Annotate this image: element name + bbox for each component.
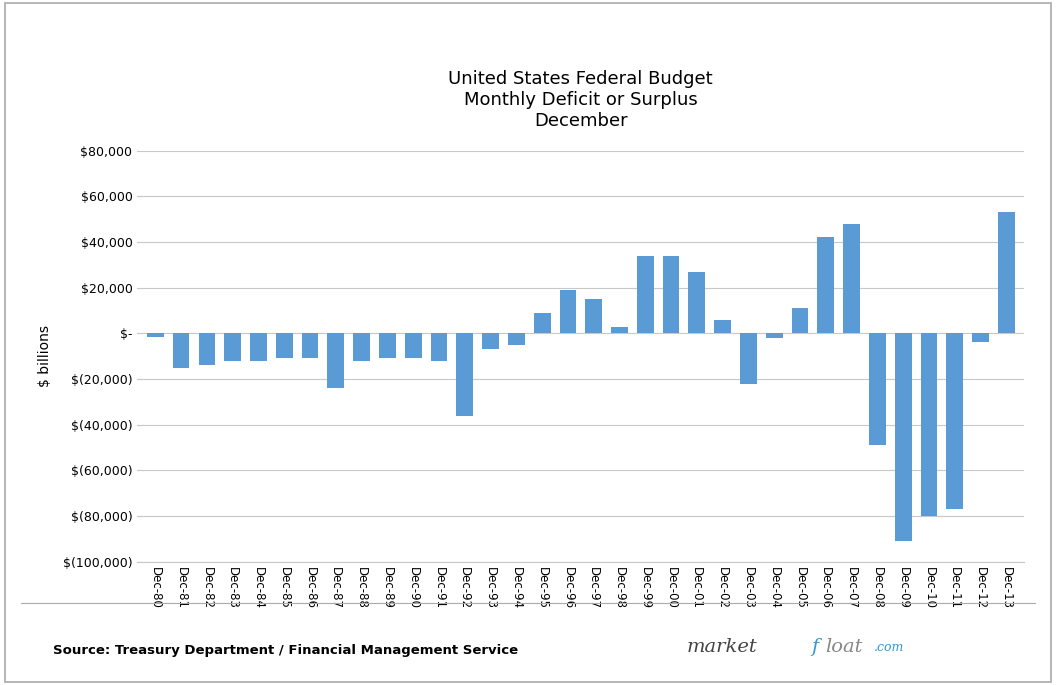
Bar bbox=[199, 334, 215, 365]
Bar bbox=[456, 334, 473, 416]
Bar bbox=[637, 256, 654, 334]
Bar bbox=[354, 334, 370, 361]
Text: loat: loat bbox=[825, 638, 863, 656]
Bar bbox=[585, 299, 602, 334]
Bar bbox=[689, 272, 705, 334]
Bar bbox=[508, 334, 525, 345]
Bar bbox=[714, 320, 731, 334]
Bar bbox=[611, 327, 628, 334]
Bar bbox=[173, 334, 189, 368]
Bar bbox=[533, 313, 550, 334]
Bar bbox=[792, 308, 808, 334]
Bar bbox=[404, 334, 421, 358]
Text: .com: .com bbox=[874, 641, 905, 653]
Bar bbox=[663, 256, 679, 334]
Bar bbox=[973, 334, 988, 342]
Bar bbox=[379, 334, 396, 358]
Y-axis label: $ billions: $ billions bbox=[38, 325, 52, 387]
Bar bbox=[946, 334, 963, 509]
Bar bbox=[894, 334, 911, 541]
Bar bbox=[869, 334, 886, 445]
Bar bbox=[766, 334, 782, 338]
Bar bbox=[250, 334, 267, 361]
Bar bbox=[431, 334, 448, 361]
Bar bbox=[998, 212, 1015, 334]
Bar bbox=[817, 238, 834, 334]
Text: Source: Treasury Department / Financial Management Service: Source: Treasury Department / Financial … bbox=[53, 645, 517, 657]
Text: market: market bbox=[686, 638, 757, 656]
Bar bbox=[147, 334, 164, 337]
Bar bbox=[327, 334, 344, 388]
Bar bbox=[483, 334, 498, 349]
Bar bbox=[560, 290, 577, 334]
Text: f: f bbox=[811, 638, 818, 656]
Bar bbox=[740, 334, 757, 384]
Bar bbox=[302, 334, 319, 358]
Bar bbox=[843, 224, 860, 334]
Bar bbox=[224, 334, 241, 361]
Bar bbox=[921, 334, 938, 516]
Bar bbox=[276, 334, 293, 358]
Title: United States Federal Budget
Monthly Deficit or Surplus
December: United States Federal Budget Monthly Def… bbox=[449, 71, 713, 130]
